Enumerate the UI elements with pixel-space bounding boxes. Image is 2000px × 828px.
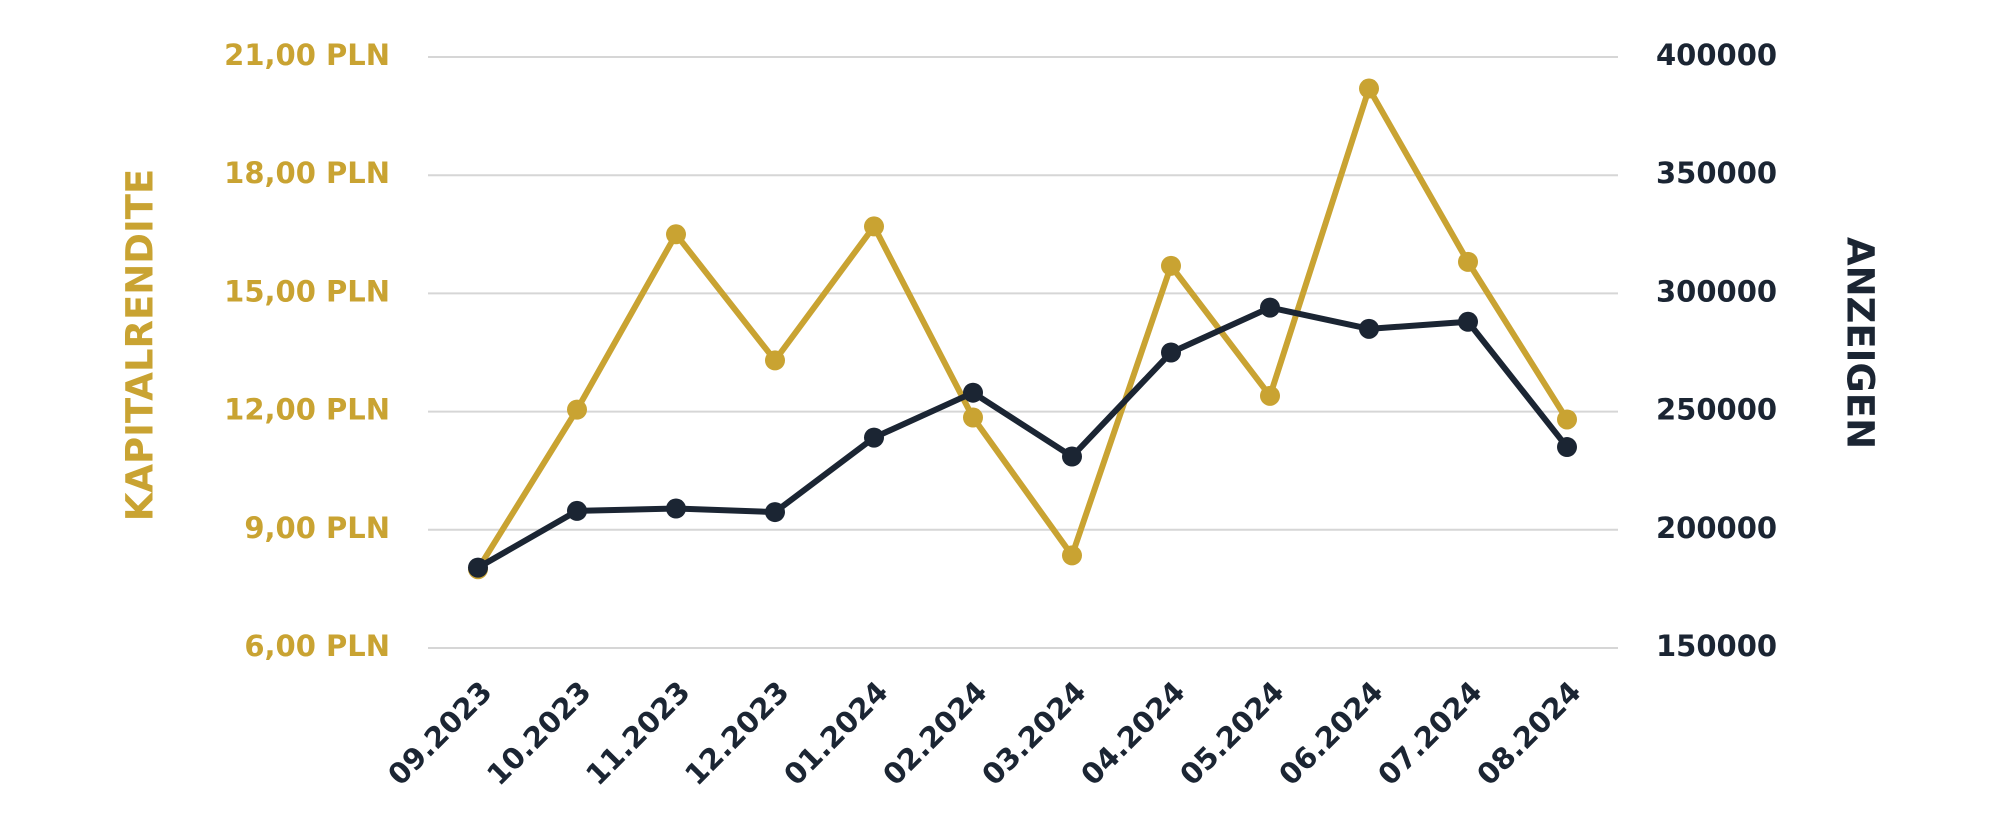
series-line-left: [475, 85, 1570, 573]
left-axis-title: KAPITALRENDITE: [119, 169, 162, 522]
data-point-right: [1557, 437, 1577, 458]
right-axis-ticks: 150000 200000 250000 300000 350000 400000: [1656, 38, 1777, 663]
data-point-left: [1458, 251, 1478, 272]
x-axis-ticks: 09.202310.202311.202312.202301.202402.20…: [381, 675, 1587, 792]
x-tick-label: 12.2023: [678, 675, 795, 792]
left-tick-label: 15,00 PLN: [224, 274, 390, 308]
right-tick-label: 150000: [1656, 629, 1777, 663]
left-tick-label: 12,00 PLN: [224, 393, 390, 427]
data-point-right: [567, 500, 587, 521]
data-point-right: [1062, 446, 1082, 467]
data-point-left: [1260, 385, 1280, 406]
x-tick-label: 09.2023: [381, 675, 498, 792]
left-tick-label: 21,00 PLN: [224, 38, 390, 72]
data-point-right: [1458, 311, 1478, 332]
data-point-right: [666, 498, 686, 519]
data-point-left: [567, 399, 587, 420]
data-point-right: [864, 427, 884, 448]
x-tick-label: 05.2024: [1173, 675, 1290, 792]
data-point-left: [1062, 545, 1082, 566]
data-point-left: [666, 224, 686, 245]
gridlines: [428, 56, 1618, 649]
right-tick-label: 400000: [1656, 38, 1777, 72]
data-point-right: [1359, 318, 1379, 339]
data-point-right: [468, 557, 488, 578]
left-tick-label: 6,00 PLN: [244, 629, 390, 663]
x-tick-label: 11.2023: [579, 675, 696, 792]
data-point-right: [1161, 342, 1181, 363]
x-tick-label: 10.2023: [480, 675, 597, 792]
data-point-right: [963, 382, 983, 403]
x-tick-label: 04.2024: [1074, 675, 1191, 792]
x-tick-label: 07.2024: [1371, 675, 1488, 792]
data-point-left: [864, 216, 884, 237]
right-tick-label: 200000: [1656, 511, 1777, 545]
data-point-left: [1557, 409, 1577, 430]
x-tick-label: 01.2024: [777, 675, 894, 792]
x-tick-label: 06.2024: [1272, 675, 1389, 792]
data-point-left: [963, 407, 983, 428]
data-point-left: [1161, 255, 1181, 276]
x-tick-label: 02.2024: [876, 675, 993, 792]
x-tick-label: 03.2024: [975, 675, 1092, 792]
series-line-right: [475, 304, 1570, 571]
right-tick-label: 250000: [1656, 393, 1777, 427]
left-tick-label: 18,00 PLN: [224, 156, 390, 190]
right-tick-label: 350000: [1656, 156, 1777, 190]
data-point-left: [765, 350, 785, 371]
x-tick-label: 08.2024: [1470, 675, 1587, 792]
left-tick-label: 9,00 PLN: [244, 511, 390, 545]
right-tick-label: 300000: [1656, 274, 1777, 308]
series-layer: [468, 78, 1577, 580]
left-axis-ticks: 6,00 PLN 9,00 PLN 12,00 PLN 15,00 PLN 18,00 …: [224, 38, 390, 663]
data-point-right: [1260, 297, 1280, 318]
data-point-left: [1359, 78, 1379, 99]
right-axis-title: ANZEIGEN: [1839, 237, 1882, 449]
data-point-right: [765, 502, 785, 523]
